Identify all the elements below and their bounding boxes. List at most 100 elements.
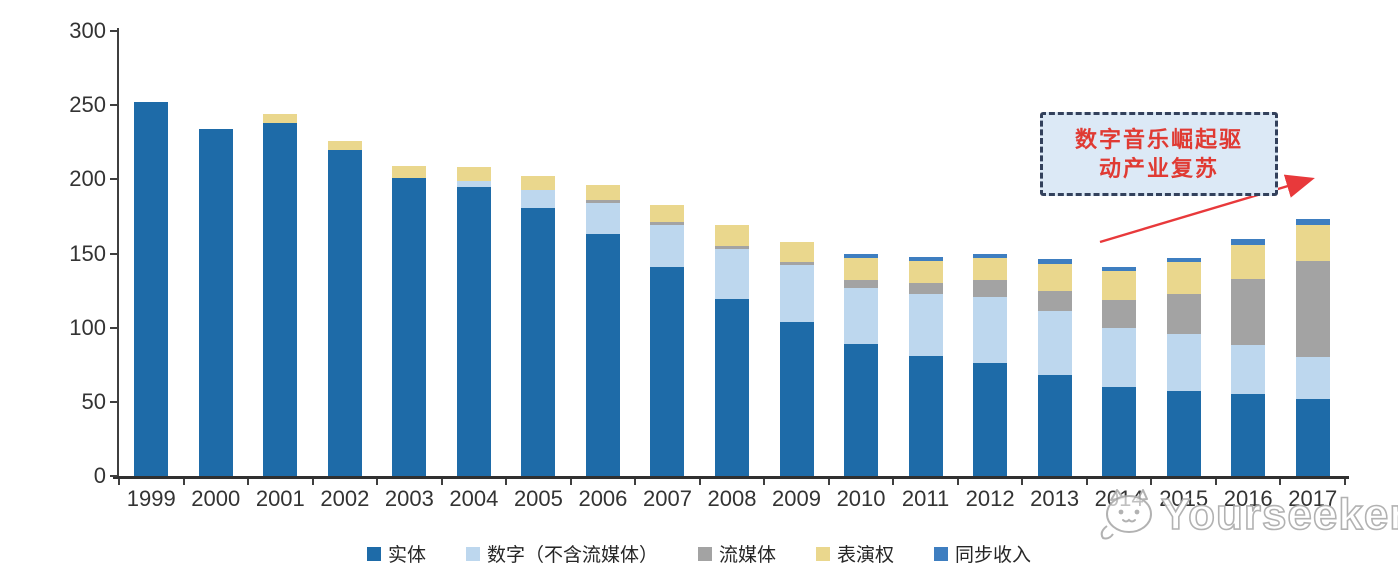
legend-swatch — [697, 546, 712, 561]
bar-segment — [1166, 391, 1201, 476]
bar-segment — [779, 321, 814, 476]
y-tick-label: 300 — [69, 18, 106, 43]
bar-segment — [715, 249, 749, 300]
y-tick-label: 150 — [69, 240, 106, 266]
x-axis-tick — [505, 479, 508, 485]
bar-segment — [1295, 398, 1330, 476]
bar-segment — [715, 246, 749, 250]
x-tick-label: 1999 — [126, 486, 176, 511]
x-axis-tick — [440, 479, 443, 485]
bar-segment — [715, 299, 749, 476]
legend-swatch — [816, 546, 830, 561]
x-tick-label: 2013 — [1030, 486, 1080, 511]
bar-segment — [585, 234, 620, 476]
annotation-text-line2: 动产业复苏 — [1098, 156, 1219, 181]
y-tick-label: 200 — [69, 166, 106, 192]
bar-stack — [1037, 259, 1072, 476]
watermark-text: Yourseeker — [1160, 489, 1398, 540]
bar-segment — [1231, 278, 1266, 346]
bar-segment — [1295, 225, 1330, 261]
y-tick-label: 50 — [81, 388, 106, 414]
bar-stack — [908, 256, 943, 476]
bar-segment — [1102, 271, 1137, 300]
y-axis-tick — [110, 30, 117, 32]
bar-segment — [1037, 259, 1072, 264]
x-axis-tick — [1279, 479, 1282, 485]
x-axis-tick — [698, 479, 701, 485]
bar-segment — [456, 186, 491, 476]
bar-segment — [198, 128, 233, 476]
bar-segment — [134, 102, 169, 476]
y-tick-label: 0 — [93, 463, 106, 488]
y-axis-tick — [110, 178, 117, 181]
x-axis-tick — [376, 479, 379, 485]
bar-segment — [456, 180, 491, 187]
bar-segment — [844, 343, 879, 476]
x-tick-label: 2000 — [191, 486, 241, 511]
x-axis-tick — [311, 479, 314, 485]
bar-segment — [585, 203, 620, 235]
bar-segment — [521, 189, 556, 208]
y-axis-tick — [110, 326, 117, 329]
bar-stack — [1102, 266, 1137, 476]
x-axis-tick — [892, 479, 895, 485]
bar-segment — [521, 176, 556, 190]
bar-stack — [650, 204, 685, 476]
bar-segment — [1166, 293, 1201, 334]
bar-segment — [1037, 311, 1072, 376]
bar-segment — [908, 260, 943, 284]
bar-segment — [1231, 394, 1266, 476]
legend-swatch — [366, 546, 381, 561]
x-axis-tick — [1214, 479, 1217, 485]
bar-segment — [1166, 262, 1201, 294]
bar-segment — [973, 253, 1008, 258]
bar-segment — [844, 253, 879, 258]
x-axis-tick — [956, 479, 959, 485]
bar-segment — [908, 283, 943, 294]
bar-segment — [844, 287, 879, 344]
bar-segment — [263, 114, 298, 123]
x-tick-label: 2003 — [384, 486, 434, 511]
bar-segment — [1037, 290, 1072, 312]
bar-stack — [844, 253, 879, 476]
x-tick-label: 2015 — [1159, 486, 1209, 511]
bar-segment — [1295, 219, 1330, 226]
bar-segment — [973, 257, 1008, 281]
bar-segment — [521, 207, 556, 476]
cat-logo-icon — [1100, 489, 1152, 540]
x-axis-tick — [1085, 479, 1088, 485]
bar-segment — [1295, 260, 1330, 358]
annotation-text-line1: 数字音乐崛起驱 — [1074, 127, 1243, 152]
bar-segment — [973, 296, 1008, 364]
bar-stack — [1166, 257, 1201, 476]
bar-segment — [1231, 345, 1266, 395]
y-axis-tick — [110, 400, 117, 403]
x-axis-tick — [182, 479, 185, 485]
x-axis-tick — [1150, 479, 1153, 485]
bar-segment — [650, 225, 685, 267]
x-tick-label: 2010 — [836, 486, 886, 511]
bar-segment — [779, 262, 814, 266]
legend-label: 数字（不含流媒体） — [486, 545, 658, 566]
annotation-callout: 数字音乐崛起驱 动产业复苏 — [1040, 112, 1278, 196]
x-axis-tick — [634, 479, 637, 485]
bar-stack — [198, 128, 233, 476]
bar-segment — [715, 225, 749, 247]
legend-label: 同步收入 — [955, 545, 1032, 566]
bar-segment — [585, 200, 620, 204]
bar-segment — [1037, 375, 1072, 476]
bar-segment — [973, 280, 1008, 297]
y-axis — [117, 28, 119, 477]
bar-segment — [844, 257, 879, 281]
bar-segment — [1231, 244, 1266, 279]
x-axis-tick — [827, 479, 830, 485]
y-tick-label: 100 — [69, 314, 106, 340]
bar-segment — [650, 222, 685, 226]
y-axis-tick — [110, 475, 117, 477]
x-tick-label: 2006 — [578, 486, 628, 511]
legend: 实体 数字（不含流媒体） 流媒体 表演权 同步收入 — [0, 540, 1398, 567]
bar-segment — [392, 177, 427, 476]
bar-stack — [456, 167, 491, 476]
x-axis-tick — [247, 479, 250, 485]
legend-swatch — [465, 546, 480, 561]
